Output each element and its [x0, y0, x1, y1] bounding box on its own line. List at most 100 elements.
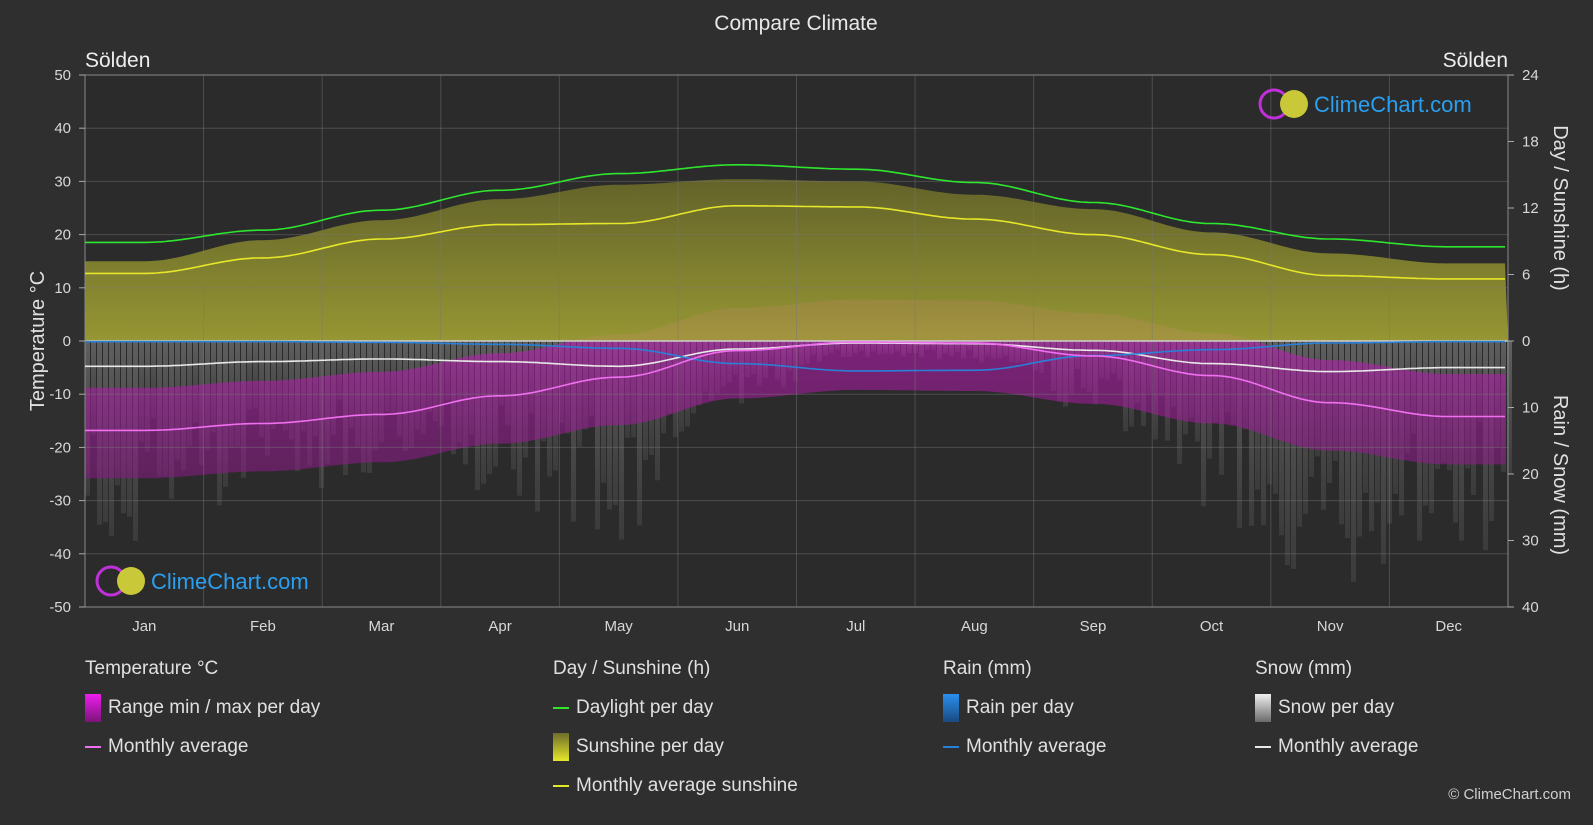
legend-rain-day: Rain per day — [943, 694, 1106, 722]
copyright: © ClimeChart.com — [1448, 786, 1571, 803]
snow-day-bar — [571, 341, 576, 522]
tick-label-temperature: -40 — [49, 546, 71, 563]
tick-label-temperature: 10 — [54, 280, 71, 297]
plot-area: 50 40 30 20 10 0 -10 -20 -30 -40 -50 0 6 12 18 24 10 20 30… — [49, 67, 1538, 635]
tick-label-sunshine: 0 — [1522, 333, 1530, 350]
location-left: Sölden — [85, 49, 150, 72]
climate-chart: Compare Climate Sölden Sölden 50 40 30 20 10… — [27, 12, 1571, 635]
legend-rain-day-label: Rain per day — [966, 697, 1074, 718]
tick-label-precipitation: 30 — [1522, 533, 1539, 550]
axis-left-label: Temperature °C — [27, 271, 49, 411]
legend-temp-average-label: Monthly average — [108, 736, 249, 757]
tick-label-temperature: 40 — [54, 120, 71, 137]
tick-label-sunshine: 24 — [1522, 67, 1539, 84]
snow-day-bar — [1201, 341, 1206, 507]
legend-temperature: Temperature °C Range min / max per day M… — [85, 658, 320, 772]
tick-label-sunshine: 18 — [1522, 134, 1539, 151]
legend-sunshine-day: Sunshine per day — [553, 733, 798, 761]
snow-day-bar — [253, 341, 258, 408]
logo-sun-icon — [1280, 90, 1308, 118]
legend: Temperature °C Range min / max per day M… — [0, 658, 1593, 818]
sunshine-average-swatch — [553, 785, 569, 787]
legend-rain-average-label: Monthly average — [966, 736, 1107, 757]
legend-rain-header: Rain (mm) — [943, 658, 1032, 679]
temp-range-swatch — [85, 694, 101, 722]
tick-label-month: Jul — [846, 618, 865, 635]
tick-label-sunshine: 6 — [1522, 267, 1530, 284]
snow-day-bar — [337, 341, 342, 400]
tick-label-precipitation: 40 — [1522, 599, 1539, 616]
tick-label-sunshine: 12 — [1522, 200, 1539, 217]
snow-day-bar — [1237, 341, 1242, 529]
sunshine-swatch — [553, 733, 569, 761]
snow-day-bar — [595, 341, 600, 530]
snow-day-bar — [247, 341, 252, 410]
rain-average-line — [85, 340, 1505, 372]
snow-day-bar — [1249, 341, 1254, 526]
legend-sunshine-header: Day / Sunshine (h) — [553, 658, 711, 679]
sunshine-area — [85, 179, 1508, 341]
tick-label-temperature: -20 — [49, 439, 71, 456]
legend-snow-day: Snow per day — [1255, 694, 1418, 722]
snow-average-swatch — [1255, 746, 1271, 748]
tick-label-precipitation: 20 — [1522, 466, 1539, 483]
legend-snow-header: Snow (mm) — [1255, 658, 1353, 679]
legend-snow-average: Monthly average — [1255, 733, 1418, 761]
legend-sunshine-day-label: Sunshine per day — [576, 736, 724, 757]
sunshine-average-line — [85, 205, 1505, 280]
snow-day-bar — [637, 341, 642, 526]
snow-day-bar — [619, 341, 624, 540]
tick-label-temperature: -10 — [49, 386, 71, 403]
legend-rain-average: Monthly average — [943, 733, 1106, 761]
legend-sunshine-average: Monthly average sunshine — [553, 772, 798, 800]
tick-label-month: Nov — [1317, 618, 1344, 635]
tick-label-temperature: 30 — [54, 173, 71, 190]
tick-label-temperature: -50 — [49, 599, 71, 616]
tick-label-month: Jan — [132, 618, 156, 635]
location-right: Sölden — [1443, 49, 1508, 72]
daylight-line — [85, 164, 1505, 248]
snow-day-bar — [1285, 341, 1290, 566]
legend-rain: Rain (mm) Rain per day Monthly average — [943, 658, 1106, 772]
legend-snow-day-label: Snow per day — [1278, 697, 1395, 718]
temp-range-band — [85, 299, 1505, 479]
tick-label-month: Feb — [250, 618, 276, 635]
tick-label-month: Jun — [725, 618, 749, 635]
snow-day-bar — [1351, 341, 1356, 582]
legend-temp-average: Monthly average — [85, 733, 320, 761]
axis-right-top-label: Day / Sunshine (h) — [1549, 125, 1571, 291]
tick-label-temperature: 50 — [54, 67, 71, 84]
chart-title: Compare Climate — [714, 12, 877, 35]
tick-label-month: Apr — [488, 618, 511, 635]
temp-average-swatch — [85, 746, 101, 748]
legend-temperature-header: Temperature °C — [85, 658, 219, 679]
legend-snow-average-label: Monthly average — [1278, 736, 1419, 757]
snow-day-bar — [151, 341, 156, 419]
rain-swatch — [943, 694, 959, 722]
legend-temp-range-label: Range min / max per day — [108, 697, 321, 718]
snow-swatch — [1255, 694, 1271, 722]
tick-label-temperature: 20 — [54, 227, 71, 244]
legend-daylight-label: Daylight per day — [576, 697, 714, 718]
watermark-bottom: ClimeChart.com — [95, 565, 309, 597]
watermark-text: ClimeChart.com — [151, 569, 309, 594]
tick-label-month: Dec — [1435, 618, 1462, 635]
legend-temp-range: Range min / max per day — [85, 694, 320, 722]
watermark-text: ClimeChart.com — [1314, 92, 1472, 117]
legend-sunshine-average-label: Monthly average sunshine — [576, 775, 798, 796]
legend-sunshine: Day / Sunshine (h) Daylight per day Suns… — [553, 658, 798, 811]
snow-day-bar — [1291, 341, 1296, 569]
rain-average-swatch — [943, 746, 959, 748]
tick-label-precipitation: 10 — [1522, 400, 1539, 417]
tick-label-temperature: 0 — [63, 333, 71, 350]
tick-label-month: Aug — [961, 618, 988, 635]
tick-label-month: Oct — [1200, 618, 1224, 635]
tick-label-month: Mar — [369, 618, 395, 635]
legend-snow: Snow (mm) Snow per day Monthly average — [1255, 658, 1418, 772]
temp-average-line — [85, 341, 1505, 432]
tick-label-month: Sep — [1080, 618, 1107, 635]
axis-right-bottom-label: Rain / Snow (mm) — [1549, 395, 1571, 555]
logo-sun-icon — [117, 567, 145, 595]
tick-label-month: May — [604, 618, 633, 635]
watermark-top: ClimeChart.com — [1258, 88, 1472, 120]
